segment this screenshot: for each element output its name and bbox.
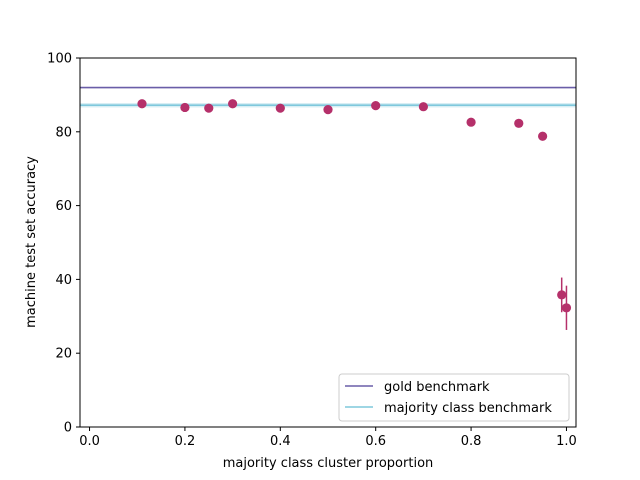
- data-point: [514, 118, 524, 128]
- data-point: [371, 101, 381, 111]
- axis-ticks: 0.0 0.2 0.4 0.6 0.8 1.0 0 20 40 60 80 100: [47, 52, 577, 450]
- legend-box: [338, 373, 570, 422]
- data-point: [418, 102, 428, 112]
- data-point: [323, 105, 333, 115]
- x-tick-label: 0.0: [79, 434, 100, 449]
- data-point: [557, 290, 567, 300]
- data-point: [180, 102, 190, 113]
- legend: gold benchmark majority class benchmark: [338, 373, 570, 422]
- data-point: [275, 103, 285, 113]
- legend-label-gold-benchmark: gold benchmark: [384, 380, 490, 395]
- y-tick-label: 80: [55, 125, 72, 140]
- x-axis-title: majority class cluster proportion: [223, 456, 434, 471]
- x-tick-label: 0.2: [175, 434, 196, 449]
- y-tick-label: 20: [55, 347, 72, 362]
- data-point: [561, 303, 572, 313]
- y-axis-title: machine test set accuracy: [24, 156, 39, 328]
- y-tick-label: 60: [55, 199, 72, 214]
- data-point: [137, 99, 147, 109]
- data-point: [204, 103, 214, 113]
- x-tick-label: 1.0: [556, 434, 577, 449]
- data-point: [228, 99, 238, 109]
- y-tick-label: 0: [64, 421, 72, 436]
- legend-label-majority-class-benchmark: majority class benchmark: [384, 401, 552, 416]
- x-tick-label: 0.4: [270, 434, 291, 449]
- plot-area: [80, 86, 576, 330]
- plot-frame: [79, 57, 577, 428]
- data-point: [538, 131, 548, 141]
- x-tick-label: 0.8: [461, 434, 482, 449]
- data-point: [466, 117, 476, 127]
- y-tick-label: 100: [47, 52, 72, 67]
- y-tick-label: 40: [55, 273, 72, 288]
- x-tick-label: 0.6: [365, 434, 386, 449]
